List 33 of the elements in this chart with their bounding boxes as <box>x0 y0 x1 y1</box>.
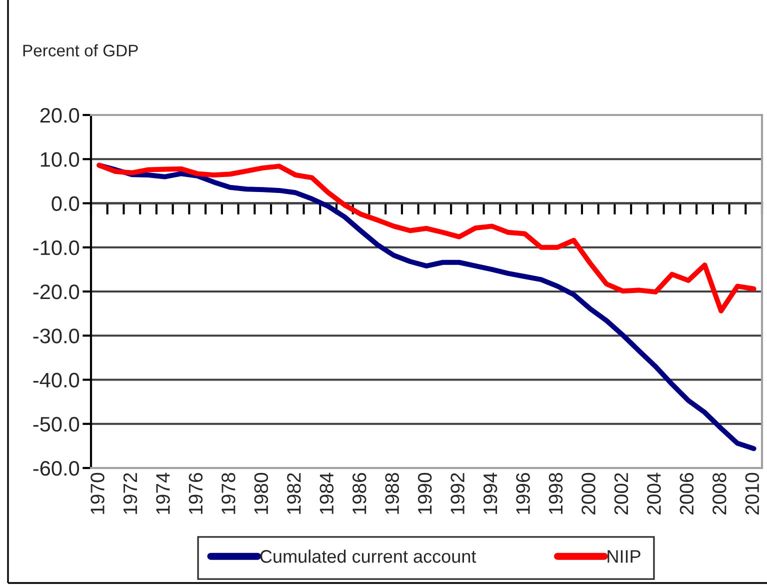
y-tick-label: 10.0 <box>40 152 80 167</box>
y-tick-label: -40.0 <box>33 372 80 388</box>
x-tick-label: 1978 <box>222 473 236 514</box>
x-tick-label: 2004 <box>647 472 661 514</box>
x-tick-label: 1996 <box>516 473 530 514</box>
x-tick-label: 1976 <box>188 473 203 514</box>
x-tick-label: 2002 <box>614 473 628 514</box>
x-tick-label: 1972 <box>123 473 138 514</box>
x-tick-label: 1984 <box>320 472 334 514</box>
x-tick-label: 1998 <box>548 473 563 514</box>
x-tick-label: 2010 <box>745 472 760 514</box>
legend-label: Cumulated current account <box>260 550 476 563</box>
x-tick-label: 1974 <box>156 472 170 514</box>
legend-label: NIIP <box>608 550 640 563</box>
x-tick-label: 1970 <box>90 472 104 514</box>
y-tick-label: -50.0 <box>33 416 80 432</box>
x-tick-label: 1988 <box>385 473 399 514</box>
x-tick-label: 2000 <box>582 472 596 514</box>
y-axis-title: Percent of GDP <box>23 44 138 56</box>
x-tick-label: 1992 <box>450 473 464 514</box>
x-tick-label: 1990 <box>418 472 432 514</box>
y-tick-label: -10.0 <box>33 240 80 256</box>
x-tick-label: 2008 <box>712 473 726 514</box>
x-tick-label: 1982 <box>287 473 301 514</box>
x-tick-label: 1980 <box>254 472 268 514</box>
y-tick-label: -60.0 <box>33 461 80 476</box>
x-tick-label: 2006 <box>680 473 694 514</box>
y-tick-label: 0.0 <box>52 196 80 212</box>
y-tick-label: -20.0 <box>33 284 80 300</box>
x-tick-label: 1986 <box>352 473 366 514</box>
x-tick-label: 1994 <box>483 472 498 514</box>
y-tick-label: -30.0 <box>33 328 80 344</box>
y-tick-label: 20.0 <box>40 108 80 123</box>
